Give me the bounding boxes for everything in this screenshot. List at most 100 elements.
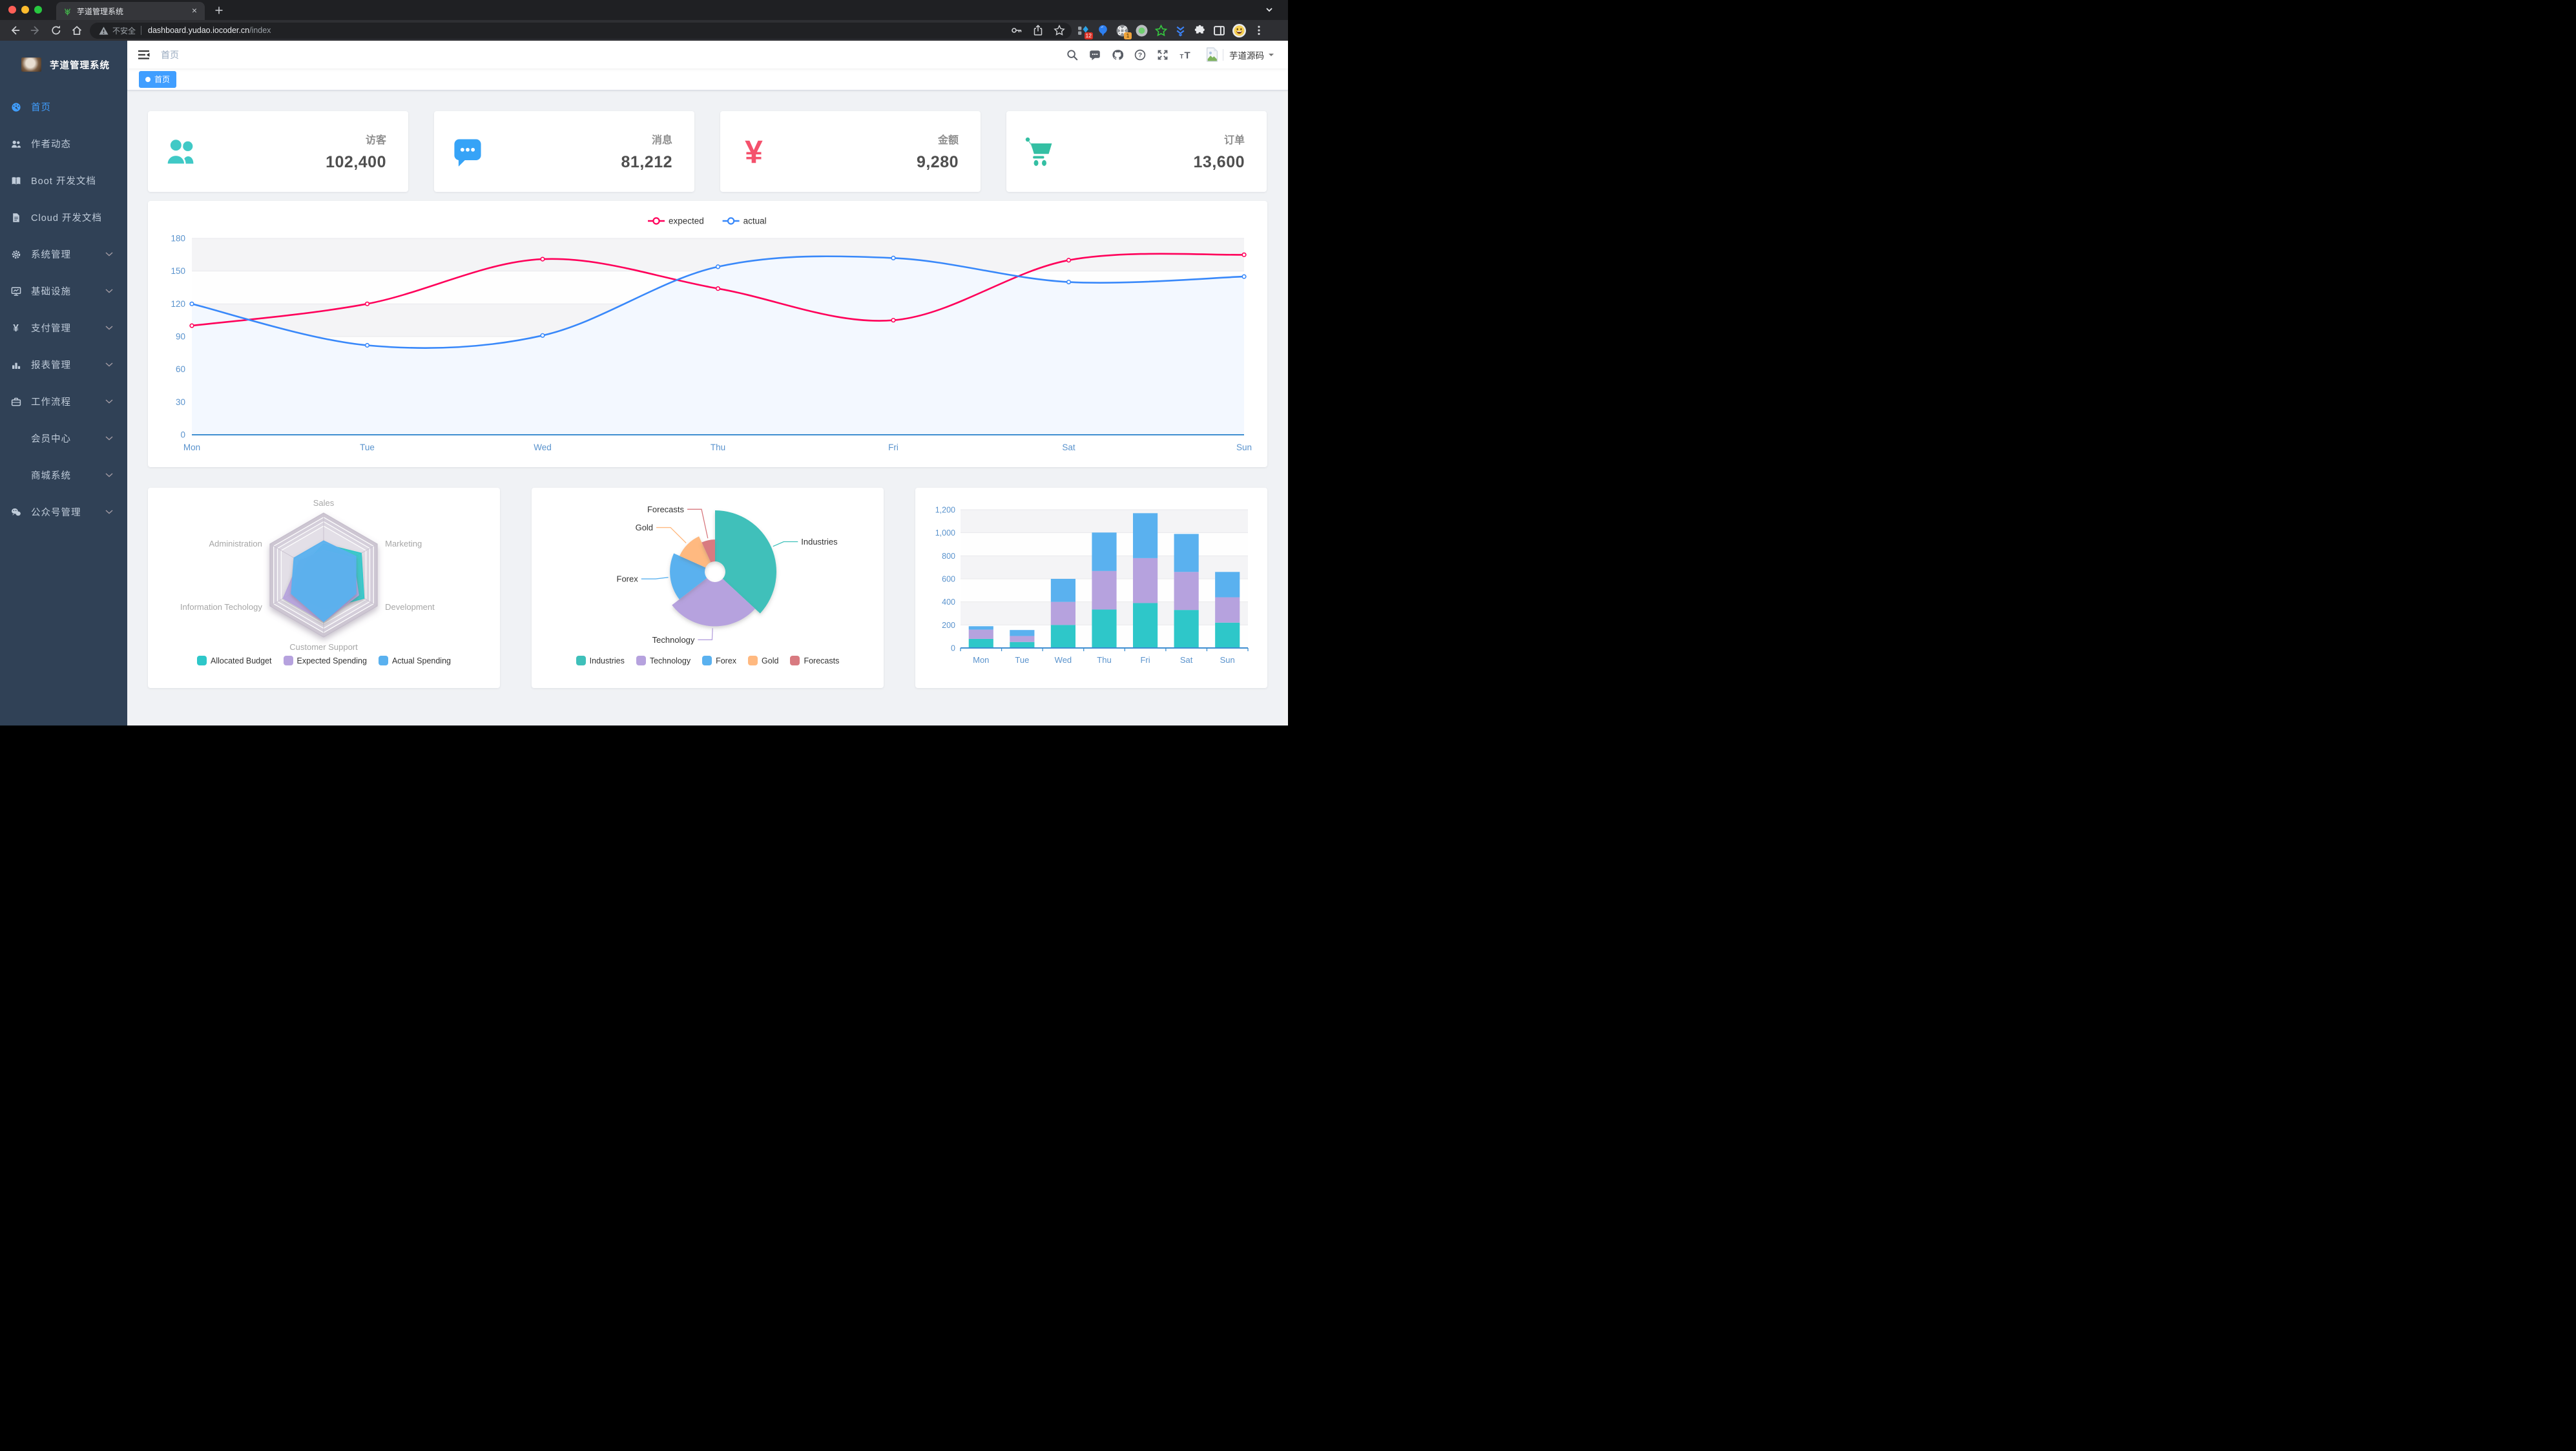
sidebar-item-1[interactable]: 作者动态 (0, 125, 127, 162)
logo-row[interactable]: 芋道管理系统 (0, 41, 127, 89)
legend-item-Forex[interactable]: Forex (702, 656, 736, 665)
sidebar-item-label: 系统管理 (31, 250, 71, 260)
legend-item-Allocated Budget[interactable]: Allocated Budget (197, 656, 272, 665)
dashboard-content: 访客 102,400 消息 81,212 ¥ 金额 9,280 订单 13,600 0 30 60 9… (127, 90, 1288, 709)
window-close-button[interactable] (8, 6, 16, 14)
avatar-broken-image-icon (1207, 47, 1218, 62)
sidebar-item-2[interactable]: Boot 开发文档 (0, 162, 127, 199)
sidebar-item-5[interactable]: 基础设施 (0, 273, 127, 309)
sidebar-item-9[interactable]: 会员中心 (0, 420, 127, 457)
sidebar-collapse-icon[interactable] (138, 50, 150, 60)
sidebar-item-8[interactable]: 工作流程 (0, 383, 127, 420)
sidebar-item-7[interactable]: 报表管理 (0, 346, 127, 383)
pie-chart[interactable]: Industries Technology Forex Gold Forecasts (542, 498, 873, 652)
back-button[interactable] (9, 25, 21, 36)
extension-record-icon[interactable] (1136, 25, 1148, 37)
sidebar-item-11[interactable]: 公众号管理 (0, 494, 127, 530)
tab-search-chevron-icon[interactable] (1265, 5, 1274, 14)
legend-item-Actual Spending[interactable]: Actual Spending (378, 656, 451, 665)
browser-menu-icon[interactable] (1253, 25, 1265, 36)
extension-command-icon[interactable]: 1 (1116, 25, 1132, 39)
browser-profile-avatar[interactable] (1232, 23, 1246, 37)
message-icon[interactable] (1089, 49, 1101, 61)
legend-label: Industries (589, 656, 625, 665)
chevron-down-icon (105, 362, 113, 367)
github-icon[interactable] (1112, 49, 1123, 61)
stat-card-访客[interactable]: 访客 102,400 (148, 111, 408, 192)
bar-Sun-stack-top (1215, 572, 1240, 598)
legend-item-Technology[interactable]: Technology (636, 656, 691, 665)
tags-view-bar: 首页 (127, 68, 1288, 90)
bottom-row: Sales Marketing Development Customer Suppor… (148, 488, 1267, 688)
pie-label-Forecasts: Forecasts (647, 505, 685, 514)
legend-label: Allocated Budget (211, 656, 272, 665)
not-secure-warning-icon[interactable] (99, 26, 109, 36)
svg-text:¥: ¥ (13, 323, 19, 333)
sidebar-item-0[interactable]: 首页 (0, 89, 127, 125)
legend-label: Expected Spending (296, 656, 367, 665)
extension-star-icon[interactable] (1155, 24, 1167, 37)
extensions-puzzle-icon[interactable] (1194, 25, 1206, 37)
radar-chart[interactable]: Sales Marketing Development Customer Suppor… (158, 498, 490, 652)
page-scrollbar[interactable] (1283, 41, 1288, 725)
bar-Tue-stack-top (1010, 630, 1035, 636)
pie-label-Industries: Industries (801, 537, 838, 547)
forward-button[interactable] (30, 25, 41, 36)
help-icon[interactable]: ? (1134, 49, 1146, 61)
legend-item-Gold[interactable]: Gold (748, 656, 778, 665)
book-icon (12, 176, 21, 185)
svg-text:Thu: Thu (711, 443, 725, 452)
stat-card-金额[interactable]: ¥ 金额 9,280 (720, 111, 981, 192)
search-icon[interactable] (1066, 49, 1078, 61)
window-minimize-button[interactable] (21, 6, 29, 14)
svg-text:90: 90 (176, 332, 185, 342)
bar-chart[interactable]: 0 200 400 600 800 1,000 1,200 Mon Tue Wed Thu Fri Sa… (926, 498, 1257, 676)
extension-grid-icon[interactable]: 12 (1077, 25, 1093, 39)
bookmark-star-icon[interactable] (1054, 25, 1065, 36)
screen: 芋道管理系统 × 不安全 dashboard.yudao.iocoder.cn /… (0, 0, 1288, 725)
legend-item-Expected Spending[interactable]: Expected Spending (283, 656, 367, 665)
browser-tab[interactable]: 芋道管理系统 × (56, 2, 205, 20)
sidebar-item-label: 会员中心 (31, 434, 71, 444)
password-key-icon[interactable] (1011, 25, 1023, 36)
legend-item-Forecasts[interactable]: Forecasts (790, 656, 839, 665)
bar-Thu-stack-bottom (1092, 609, 1117, 648)
home-button[interactable] (71, 25, 83, 36)
extension-chevrons-icon[interactable] (1174, 25, 1187, 37)
sidebar-item-4[interactable]: 系统管理 (0, 236, 127, 273)
window-zoom-button[interactable] (34, 6, 42, 14)
line-area-actual (192, 256, 1244, 435)
line-chart[interactable]: 0 30 60 90 120 150 180 Mon Tue Wed Thu Fri Sat Sun exp… (158, 211, 1257, 457)
url-path[interactable]: /index (249, 26, 271, 35)
user-name: 芋道源码 (1229, 50, 1264, 61)
legend-swatch (283, 656, 293, 665)
security-label[interactable]: 不安全 (112, 26, 136, 36)
share-icon[interactable] (1032, 25, 1044, 36)
sidebar-item-10[interactable]: 商城系统 (0, 457, 127, 494)
svg-text:200: 200 (942, 621, 955, 630)
new-tab-button[interactable] (213, 5, 225, 16)
legend-label: Forecasts (804, 656, 840, 665)
reload-button[interactable] (50, 25, 62, 36)
address-bar[interactable]: 不安全 dashboard.yudao.iocoder.cn/index (90, 22, 1072, 39)
stat-card-订单[interactable]: 订单 13,600 (1006, 111, 1267, 192)
url-host[interactable]: dashboard.yudao.iocoder.cn (148, 26, 250, 35)
tag-首页[interactable]: 首页 (139, 70, 177, 88)
legend-swatch (576, 656, 586, 665)
extension-balloon-icon[interactable] (1097, 25, 1109, 37)
stat-card-消息[interactable]: 消息 81,212 (434, 111, 694, 192)
money-icon: ¥ (745, 135, 763, 169)
stat-value: 102,400 (326, 153, 386, 171)
sidebar-item-6[interactable]: ¥ 支付管理 (0, 309, 127, 346)
sidebar-item-3[interactable]: Cloud 开发文档 (0, 199, 127, 236)
fullscreen-icon[interactable] (1157, 49, 1169, 61)
user-menu[interactable]: 芋道源码 (1206, 47, 1274, 62)
svg-text:Fri: Fri (888, 443, 898, 452)
pie-label-Technology: Technology (652, 635, 695, 645)
svg-text:Wed: Wed (534, 443, 552, 452)
side-panel-icon[interactable] (1213, 25, 1225, 37)
tab-close-icon[interactable]: × (191, 5, 198, 16)
legend-item-Industries[interactable]: Industries (576, 656, 625, 665)
